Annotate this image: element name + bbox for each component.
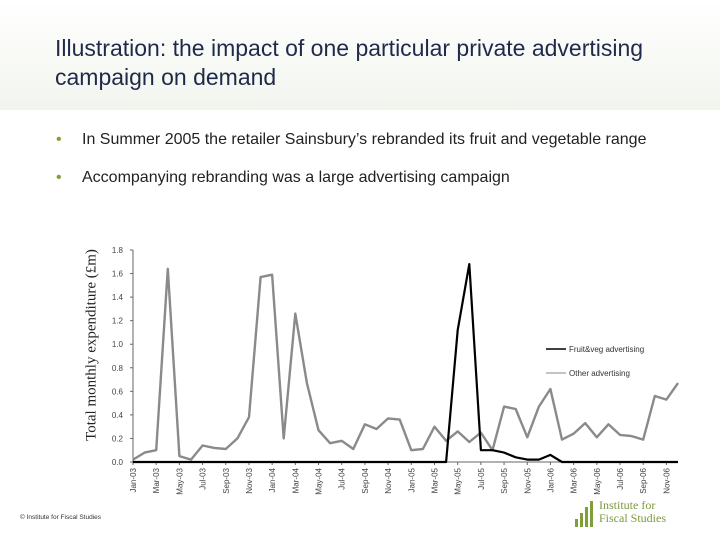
logo-text: Institute for Fiscal Studies — [599, 499, 666, 525]
x-tick-label: Nov-04 — [384, 467, 393, 493]
y-tick-label: 1.0 — [112, 340, 124, 349]
bullet-list: • In Summer 2005 the retailer Sainsbury’… — [56, 130, 686, 206]
y-tick-label: 1.6 — [112, 270, 124, 279]
x-tick-label: Jul-03 — [199, 467, 208, 489]
y-tick-label: 0.0 — [112, 458, 124, 467]
x-tick-label: Jul-06 — [616, 467, 625, 489]
logo-line-1: Institute for — [599, 498, 656, 512]
legend-label: Other advertising — [569, 369, 630, 378]
y-tick-label: 0.6 — [112, 387, 124, 396]
logo-bars-icon — [575, 501, 593, 527]
x-tick-label: Sep-05 — [500, 467, 509, 493]
y-tick-label: 1.4 — [112, 293, 124, 302]
x-tick-label: Jul-05 — [477, 467, 486, 489]
bullet-icon: • — [56, 169, 62, 186]
x-tick-label: Sep-04 — [361, 467, 370, 493]
y-tick-label: 1.8 — [112, 246, 124, 255]
y-tick-label: 0.2 — [112, 434, 124, 443]
bullet-item-1: • In Summer 2005 the retailer Sainsbury’… — [56, 130, 686, 150]
x-tick-label: Sep-03 — [222, 467, 231, 493]
x-tick-label: Mar-06 — [570, 467, 579, 493]
bullet-item-2: • Accompanying rebranding was a large ad… — [56, 168, 686, 188]
x-tick-label: May-05 — [454, 467, 463, 494]
x-tick-label: Mar-03 — [152, 467, 161, 493]
x-tick-label: Nov-05 — [523, 467, 532, 493]
x-tick-label: Nov-03 — [245, 467, 254, 493]
x-tick-label: Jan-04 — [268, 467, 277, 492]
x-tick-label: Jan-06 — [546, 467, 555, 492]
y-tick-label: 0.8 — [112, 364, 124, 373]
logo-line-2: Fiscal Studies — [599, 511, 667, 525]
x-tick-label: Mar-04 — [291, 467, 300, 493]
bullet-text: Accompanying rebranding was a large adve… — [82, 169, 510, 186]
legend-label: Fruit&veg advertising — [569, 345, 644, 354]
y-tick-label: 0.4 — [112, 411, 124, 420]
x-tick-label: May-04 — [315, 467, 324, 494]
bullet-text: In Summer 2005 the retailer Sainsbury’s … — [82, 131, 647, 148]
ifs-logo: Institute for Fiscal Studies — [575, 493, 715, 533]
series-line-other — [132, 267, 679, 461]
x-tick-label: Jan-05 — [407, 467, 416, 492]
y-tick-label: 1.2 — [112, 317, 124, 326]
series-line-fruit-veg — [133, 263, 678, 464]
x-tick-label: Nov-06 — [662, 467, 671, 493]
x-tick-label: May-06 — [593, 467, 602, 494]
x-tick-label: Mar-05 — [430, 467, 439, 493]
x-tick-label: Jul-04 — [338, 467, 347, 489]
x-tick-label: May-03 — [175, 467, 184, 494]
footer-copyright: © Institute for Fiscal Studies — [20, 514, 102, 521]
slide-title: Illustration: the impact of one particul… — [55, 35, 644, 90]
title-band — [0, 0, 720, 110]
x-tick-label: Sep-06 — [639, 467, 648, 493]
x-tick-label: Jan-03 — [129, 467, 138, 492]
bullet-icon: • — [56, 131, 62, 148]
